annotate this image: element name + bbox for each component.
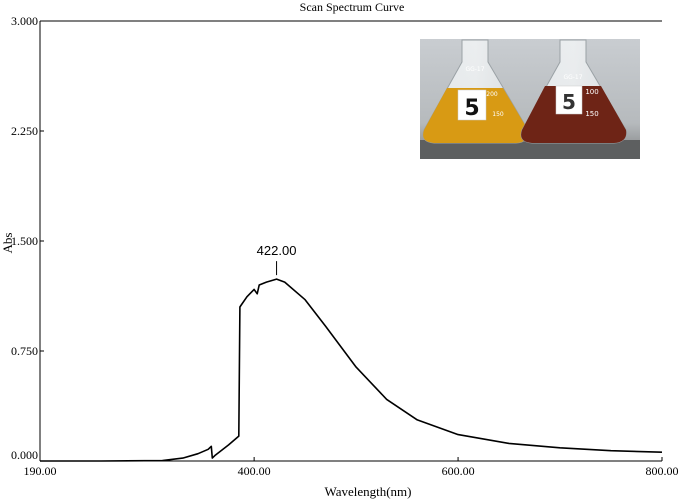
x-axis-label: Wavelength(nm) (324, 484, 411, 499)
x-ticks: 190.00 400.00 600.00 800.00 (24, 457, 679, 478)
flask-left-brand: GG-17 (465, 66, 484, 73)
flask-left-mark-150: 150 (492, 111, 504, 118)
inset-flask-photo: GG-17 200 150 5 GG-17 100 150 5 (420, 39, 640, 159)
flask-right-mark-100: 100 (585, 88, 598, 96)
y-tick-label: 0.750 (11, 344, 38, 358)
x-tick-label: 800.00 (646, 464, 679, 478)
y-tick-label: 3.000 (11, 14, 38, 28)
x-tick-label: 190.00 (24, 464, 57, 478)
flask-right-mark-150: 150 (585, 110, 598, 118)
x-tick-label: 600.00 (442, 464, 475, 478)
flask-left-mark-200: 200 (486, 91, 498, 98)
flask-right-label: 5 (562, 90, 576, 114)
flask-right-sticker (555, 85, 583, 115)
y-tick-label: 1.500 (11, 234, 38, 248)
flask-left-label: 5 (464, 96, 479, 121)
x-tick-label: 400.00 (238, 464, 271, 478)
y-ticks: 0.000 0.750 1.500 2.250 3.000 (11, 14, 44, 462)
peak-label: 422.00 (257, 243, 297, 258)
flask-left-sticker (457, 89, 487, 121)
flask-right-liquid (521, 86, 627, 143)
y-tick-label: 0.000 (11, 448, 38, 462)
chart-title: Scan Spectrum Curve (300, 0, 405, 14)
y-tick-label: 2.250 (11, 124, 38, 138)
flask-right: GG-17 100 150 5 (520, 39, 627, 144)
y-axis-label: Abs (0, 233, 15, 254)
photo-table (420, 140, 640, 159)
flask-right-brand: GG-17 (563, 74, 582, 81)
series-line (40, 278, 663, 462)
